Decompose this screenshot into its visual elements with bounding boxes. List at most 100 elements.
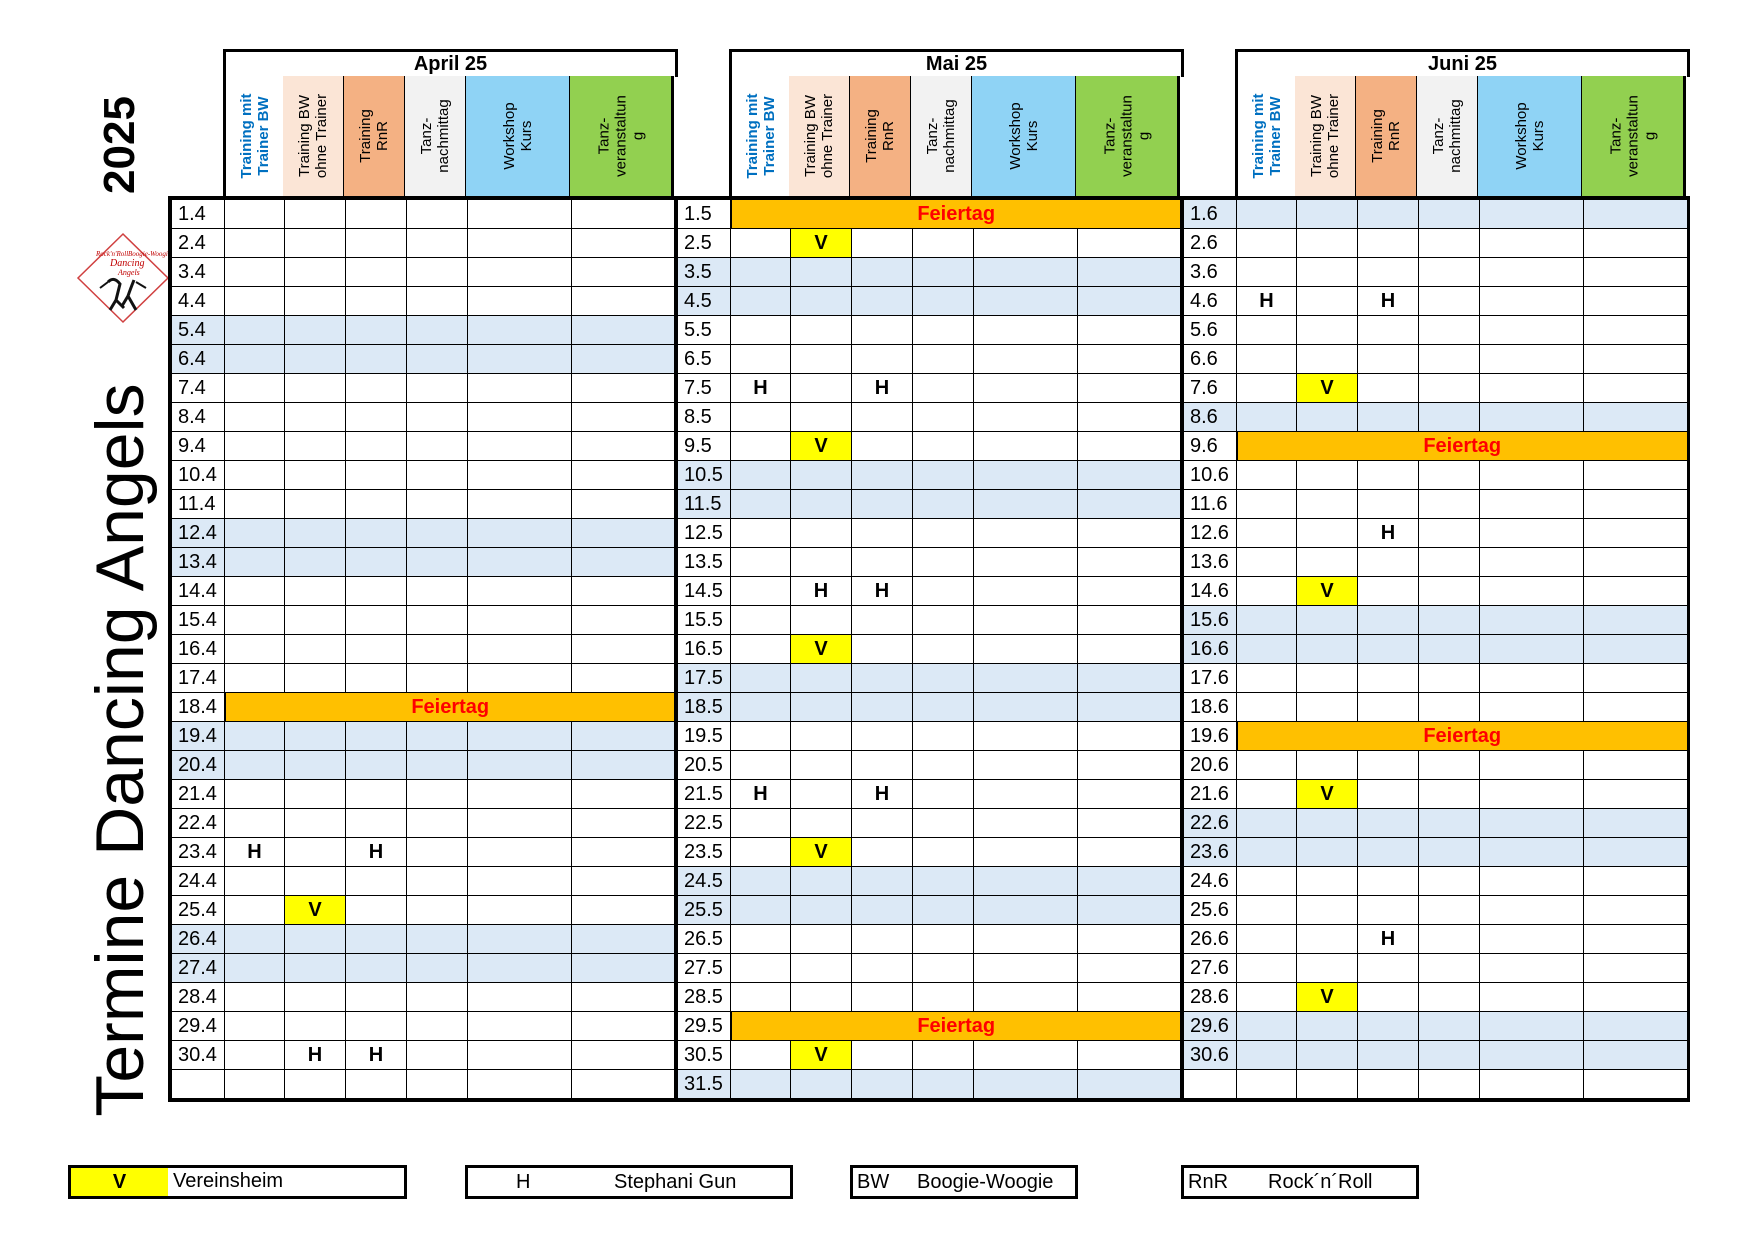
schedule-cell[interactable] [851, 895, 913, 925]
schedule-cell[interactable] [284, 576, 346, 606]
schedule-cell[interactable] [973, 257, 1078, 287]
schedule-cell[interactable] [224, 431, 285, 461]
schedule-cell[interactable] [224, 1069, 285, 1099]
schedule-cell[interactable] [1236, 1040, 1297, 1070]
schedule-cell[interactable] [467, 547, 572, 577]
schedule-cell[interactable] [1479, 373, 1584, 403]
schedule-cell[interactable]: H [1357, 286, 1419, 316]
schedule-cell[interactable] [467, 518, 572, 548]
schedule-cell[interactable] [730, 228, 791, 258]
schedule-cell[interactable] [1296, 1040, 1358, 1070]
schedule-cell[interactable] [224, 924, 285, 954]
schedule-cell[interactable] [851, 634, 913, 664]
schedule-cell[interactable] [1479, 1069, 1584, 1099]
schedule-cell[interactable] [1077, 315, 1182, 345]
schedule-cell[interactable] [973, 605, 1078, 635]
schedule-cell[interactable] [790, 286, 852, 316]
schedule-cell[interactable] [1479, 866, 1584, 896]
schedule-cell[interactable] [406, 547, 468, 577]
schedule-cell[interactable] [1479, 315, 1584, 345]
schedule-cell[interactable] [467, 257, 572, 287]
schedule-cell[interactable] [912, 547, 974, 577]
schedule-cell[interactable] [1296, 518, 1358, 548]
schedule-cell[interactable] [1077, 286, 1182, 316]
schedule-cell[interactable]: V [1296, 373, 1358, 403]
schedule-cell[interactable] [284, 199, 346, 229]
schedule-cell[interactable] [973, 431, 1078, 461]
schedule-cell[interactable] [1418, 634, 1480, 664]
schedule-cell[interactable] [571, 866, 676, 896]
schedule-cell[interactable] [224, 402, 285, 432]
schedule-cell[interactable] [790, 779, 852, 809]
schedule-cell[interactable] [730, 953, 791, 983]
schedule-cell[interactable] [912, 866, 974, 896]
schedule-cell[interactable] [1357, 750, 1419, 780]
schedule-cell[interactable] [1479, 953, 1584, 983]
schedule-cell[interactable] [284, 286, 346, 316]
schedule-cell[interactable] [1418, 663, 1480, 693]
schedule-cell[interactable] [973, 344, 1078, 374]
schedule-cell[interactable] [1296, 315, 1358, 345]
schedule-cell[interactable] [345, 547, 407, 577]
schedule-cell[interactable] [571, 895, 676, 925]
schedule-cell[interactable] [730, 663, 791, 693]
schedule-cell[interactable] [467, 402, 572, 432]
schedule-cell[interactable] [1077, 692, 1182, 722]
schedule-cell[interactable] [1077, 837, 1182, 867]
schedule-cell[interactable] [912, 257, 974, 287]
schedule-cell[interactable] [912, 286, 974, 316]
schedule-cell[interactable] [571, 779, 676, 809]
schedule-cell[interactable] [851, 692, 913, 722]
schedule-cell[interactable] [1583, 460, 1688, 490]
schedule-cell[interactable] [224, 895, 285, 925]
schedule-cell[interactable] [284, 779, 346, 809]
schedule-cell[interactable] [406, 982, 468, 1012]
schedule-cell[interactable] [224, 286, 285, 316]
schedule-cell[interactable] [790, 373, 852, 403]
schedule-cell[interactable] [790, 721, 852, 751]
schedule-cell[interactable] [1077, 866, 1182, 896]
schedule-cell[interactable] [224, 721, 285, 751]
schedule-cell[interactable] [467, 982, 572, 1012]
schedule-cell[interactable] [345, 199, 407, 229]
schedule-cell[interactable] [1236, 547, 1297, 577]
schedule-cell[interactable] [467, 721, 572, 751]
schedule-cell[interactable] [284, 257, 346, 287]
schedule-cell[interactable] [1296, 547, 1358, 577]
schedule-cell[interactable] [406, 750, 468, 780]
schedule-cell[interactable] [1236, 634, 1297, 664]
schedule-cell[interactable] [1296, 199, 1358, 229]
schedule-cell[interactable] [851, 315, 913, 345]
schedule-cell[interactable] [730, 982, 791, 1012]
schedule-cell[interactable] [851, 460, 913, 490]
schedule-cell[interactable] [571, 402, 676, 432]
schedule-cell[interactable] [1583, 750, 1688, 780]
schedule-cell[interactable]: V [790, 228, 852, 258]
schedule-cell[interactable] [284, 982, 346, 1012]
schedule-cell[interactable] [790, 663, 852, 693]
schedule-cell[interactable] [1236, 199, 1297, 229]
schedule-cell[interactable] [1077, 1040, 1182, 1070]
schedule-cell[interactable] [1077, 895, 1182, 925]
schedule-cell[interactable] [1479, 692, 1584, 722]
schedule-cell[interactable] [1479, 344, 1584, 374]
schedule-cell[interactable] [851, 431, 913, 461]
schedule-cell[interactable] [1077, 228, 1182, 258]
schedule-cell[interactable] [730, 431, 791, 461]
schedule-cell[interactable] [406, 286, 468, 316]
schedule-cell[interactable] [406, 1069, 468, 1099]
schedule-cell[interactable] [973, 489, 1078, 519]
schedule-cell[interactable] [467, 808, 572, 838]
schedule-cell[interactable] [467, 1040, 572, 1070]
schedule-cell[interactable] [1236, 692, 1297, 722]
schedule-cell[interactable] [730, 286, 791, 316]
schedule-cell[interactable] [1418, 750, 1480, 780]
schedule-cell[interactable] [1418, 605, 1480, 635]
schedule-cell[interactable] [973, 460, 1078, 490]
schedule-cell[interactable] [1077, 605, 1182, 635]
schedule-cell[interactable] [730, 837, 791, 867]
schedule-cell[interactable] [912, 315, 974, 345]
schedule-cell[interactable] [571, 837, 676, 867]
schedule-cell[interactable] [1357, 953, 1419, 983]
schedule-cell[interactable] [973, 895, 1078, 925]
